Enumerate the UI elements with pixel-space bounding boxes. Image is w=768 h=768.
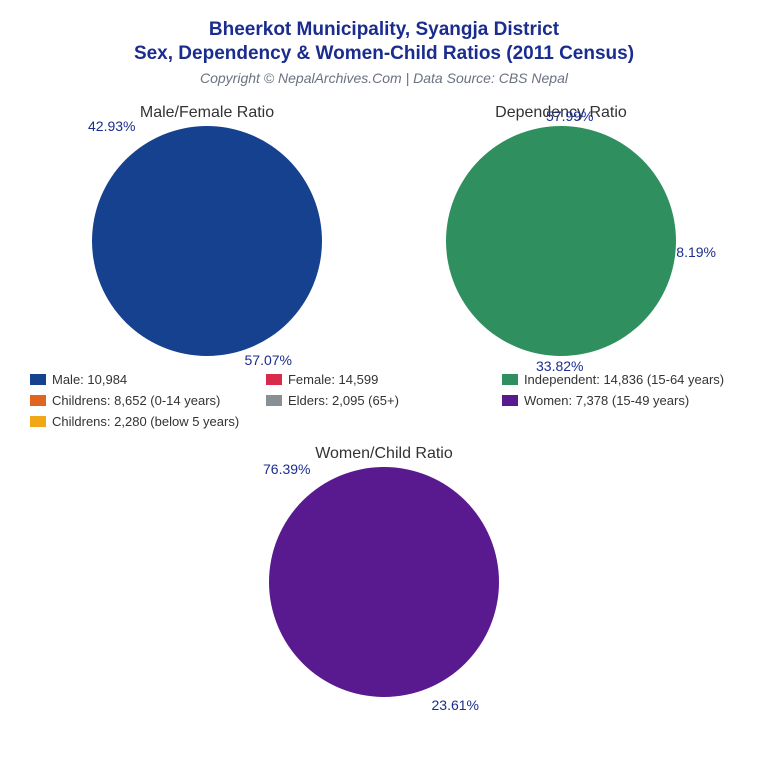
- title-block: Bheerkot Municipality, Syangja District …: [0, 0, 768, 86]
- pct-label: 57.99%: [546, 108, 593, 124]
- pie-1: [92, 126, 322, 356]
- legend-item: Women: 7,378 (15-49 years): [502, 393, 738, 408]
- chart-dependency: Dependency Ratio 57.99% 8.19% 33.82%: [391, 104, 731, 356]
- pie-2: [446, 126, 676, 356]
- title-line-2: Sex, Dependency & Women-Child Ratios (20…: [0, 42, 768, 66]
- legend-text: Childrens: 2,280 (below 5 years): [52, 414, 239, 429]
- legend-text: Women: 7,378 (15-49 years): [524, 393, 689, 408]
- legend-text: Independent: 14,836 (15-64 years): [524, 372, 724, 387]
- pct-label: 42.93%: [88, 118, 135, 134]
- pct-label: 57.07%: [245, 352, 292, 368]
- legend-item: Male: 10,984: [30, 372, 266, 387]
- legend-swatch: [30, 416, 46, 427]
- legend-text: Female: 14,599: [288, 372, 378, 387]
- legend-swatch: [30, 395, 46, 406]
- pie-wrap-1: 42.93% 57.07%: [92, 126, 322, 356]
- pct-label: 23.61%: [432, 697, 479, 713]
- pct-label: 8.19%: [676, 244, 716, 260]
- legend-swatch: [30, 374, 46, 385]
- legend-item: Childrens: 2,280 (below 5 years): [30, 414, 266, 429]
- pct-label: 76.39%: [263, 461, 310, 477]
- subtitle: Copyright © NepalArchives.Com | Data Sou…: [0, 70, 768, 86]
- title-line-1: Bheerkot Municipality, Syangja District: [0, 18, 768, 42]
- legend-swatch: [502, 374, 518, 385]
- pie-3: [269, 467, 499, 697]
- legend-item: Elders: 2,095 (65+): [266, 393, 502, 408]
- legend-text: Male: 10,984: [52, 372, 127, 387]
- chart-male-female: Male/Female Ratio 42.93% 57.07%: [37, 104, 377, 356]
- top-charts-row: Male/Female Ratio 42.93% 57.07% Dependen…: [0, 104, 768, 356]
- legend-item: Female: 14,599: [266, 372, 502, 387]
- chart-women-child: Women/Child Ratio 76.39% 23.61%: [214, 445, 554, 697]
- pie-wrap-2: 57.99% 8.19% 33.82%: [446, 126, 676, 356]
- legend-item: Independent: 14,836 (15-64 years): [502, 372, 738, 387]
- legend-text: Elders: 2,095 (65+): [288, 393, 399, 408]
- legend: Male: 10,984 Female: 14,599 Independent: 1…: [0, 356, 768, 435]
- legend-swatch: [266, 374, 282, 385]
- legend-swatch: [502, 395, 518, 406]
- pie-wrap-3: 76.39% 23.61%: [269, 467, 499, 697]
- legend-item: Childrens: 8,652 (0-14 years): [30, 393, 266, 408]
- legend-swatch: [266, 395, 282, 406]
- legend-text: Childrens: 8,652 (0-14 years): [52, 393, 220, 408]
- pct-label: 33.82%: [536, 358, 583, 374]
